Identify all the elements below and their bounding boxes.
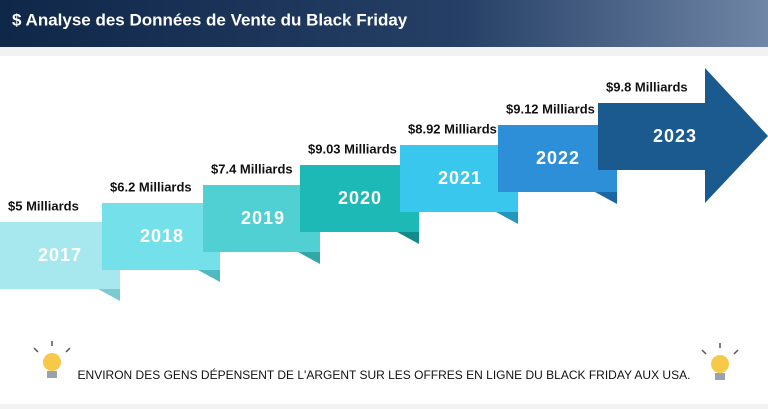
step-year: 2023 — [653, 126, 697, 146]
step — [102, 203, 220, 270]
step-label: $5 Milliards — [8, 198, 79, 213]
footer-note: ENVIRON DES GENS DÉPENSENT DE L'ARGENT S… — [78, 367, 691, 382]
step — [300, 165, 419, 232]
header-title: $ Analyse des Données de Vente du Black … — [12, 10, 408, 29]
step-label: $9.03 Milliards — [308, 141, 397, 156]
step-year: 2018 — [140, 226, 184, 246]
step-fold — [198, 270, 220, 282]
bulb-left — [33, 341, 71, 378]
step-year: 2017 — [38, 245, 82, 265]
steps: 2017 $5 Milliards 2018 $6.2 Milliards 2019 $7… — [0, 68, 768, 301]
header-bar — [0, 0, 768, 47]
step-label: $9.8 Milliards — [606, 79, 688, 94]
step-year: 2022 — [536, 148, 580, 168]
step-fold — [496, 212, 518, 224]
step-label: $7.4 Milliards — [211, 161, 293, 176]
step — [498, 125, 617, 192]
step-fold — [397, 232, 419, 244]
step — [0, 222, 120, 289]
bulb-right — [701, 343, 739, 380]
step-year: 2021 — [438, 168, 482, 188]
arrow — [598, 68, 768, 203]
step-label: $8.92 Milliards — [408, 121, 497, 136]
step-fold — [298, 252, 320, 264]
step-year: 2019 — [241, 208, 285, 228]
step-fold — [98, 289, 120, 301]
step-label: $9.12 Milliards — [506, 101, 595, 116]
step-fold — [595, 192, 617, 204]
step-year: 2020 — [338, 188, 382, 208]
step-label: $6.2 Milliards — [110, 179, 192, 194]
